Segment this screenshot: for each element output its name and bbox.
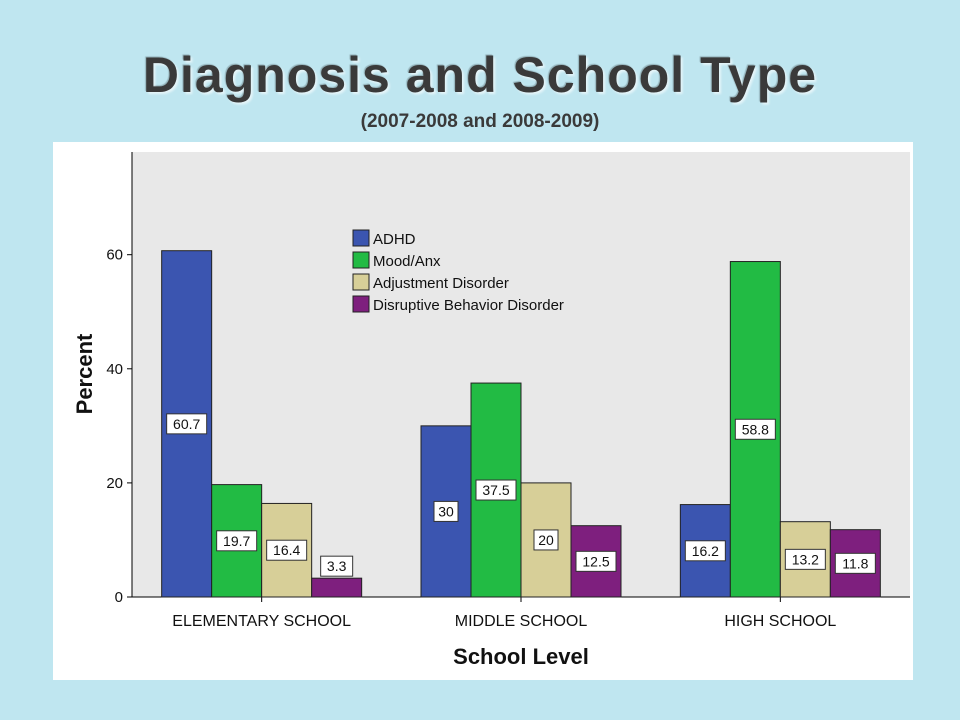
x-tick-label: MIDDLE SCHOOL — [455, 613, 588, 630]
data-label: 11.8 — [842, 555, 868, 571]
data-label-box — [216, 530, 258, 552]
x-axis-title: School Level — [453, 644, 589, 669]
data-label: 37.5 — [482, 482, 509, 498]
data-label-box — [533, 529, 559, 551]
bar-chart: 0 20 40 60 ELEMENTARY SCHOOL MIDDLE SCHOOL HIG… — [72, 152, 910, 669]
y-tick-label: 60 — [106, 247, 123, 264]
data-label-box — [734, 418, 776, 440]
legend-swatch — [352, 273, 370, 291]
data-label: 3.3 — [327, 558, 347, 574]
data-label: 58.8 — [742, 421, 769, 437]
legend-swatch — [352, 251, 370, 269]
data-label-box — [834, 552, 876, 574]
data-label-box — [433, 500, 459, 522]
data-label-box — [575, 550, 617, 572]
slide-title: Diagnosis and School Type — [142, 47, 818, 103]
data-label-box — [784, 548, 826, 570]
chart-panel: 0 20 40 60 ELEMENTARY SCHOOL MIDDLE SCHOOL HIG… — [53, 142, 913, 680]
bar — [311, 577, 363, 598]
legend: ADHD Mood/Anx Adjustment Disorder Disruptiv… — [352, 229, 564, 314]
legend-label: Adjustment Disorder — [373, 275, 509, 292]
legend-swatch — [352, 229, 370, 247]
y-tick-label: 0 — [115, 589, 123, 606]
data-label: 16.4 — [273, 542, 300, 558]
x-tick-label: ELEMENTARY SCHOOL — [172, 613, 351, 630]
data-label: 12.5 — [582, 553, 609, 569]
data-label: 16.2 — [692, 543, 719, 559]
legend-swatch — [352, 295, 370, 313]
y-tick-label: 20 — [106, 475, 123, 492]
data-label-box — [166, 413, 208, 435]
legend-label: Disruptive Behavior Disorder — [373, 297, 564, 314]
data-label: 13.2 — [792, 551, 819, 567]
data-label-box — [320, 555, 354, 577]
data-label-box — [684, 540, 726, 562]
data-label: 20 — [538, 532, 554, 548]
legend-label: ADHD — [373, 231, 416, 248]
x-tick-label: HIGH SCHOOL — [724, 613, 836, 630]
data-label: 60.7 — [173, 416, 200, 432]
data-label: 30 — [438, 503, 454, 519]
legend-label: Mood/Anx — [373, 253, 441, 270]
y-tick-label: 40 — [106, 361, 123, 378]
slide-subtitle: (2007-2008 and 2008-2009) — [360, 111, 600, 132]
data-label-box — [475, 479, 517, 501]
data-label-box — [266, 539, 308, 561]
data-labels: 60.7 19.7 16.4 3.3 30 37.5 20 12.5 16.2 58.8 13.2 1… — [166, 413, 876, 577]
y-axis-title: Percent — [72, 333, 97, 414]
data-label: 19.7 — [223, 533, 250, 549]
